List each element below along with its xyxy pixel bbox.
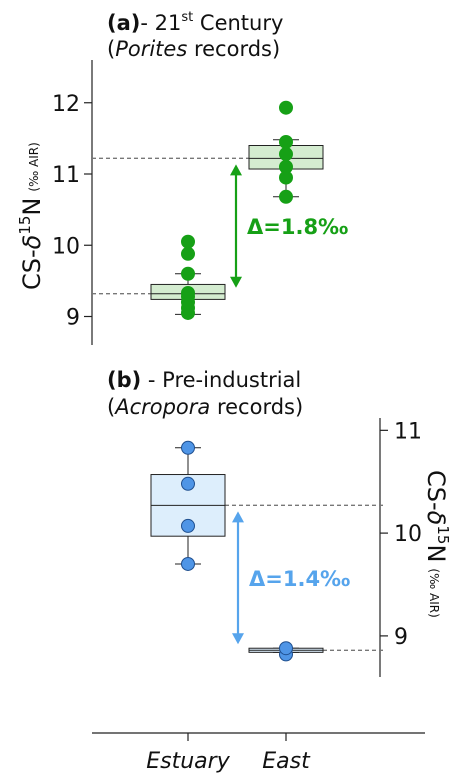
panel-b-delta-arrow-head-bottom xyxy=(232,633,244,645)
panel-a-point-east xyxy=(279,159,293,174)
panel-a-delta-arrow-head-bottom xyxy=(230,276,242,288)
panel-a-point-east xyxy=(279,134,293,149)
panel-b-y-tick-label: 11 xyxy=(394,419,422,444)
panel-a-point-estuary xyxy=(181,246,195,261)
panel-b-delta-label: Δ=1.4‰ xyxy=(249,567,350,591)
panel-a-plot: 9 10 11 12 Δ=1.8‰ xyxy=(52,60,348,345)
panel-b-delta-arrow-head-top xyxy=(232,511,244,523)
panel-a-y-tick-label: 10 xyxy=(52,234,80,259)
panel-a-y-tick-label: 12 xyxy=(52,92,80,117)
panel-a-title: (a)- 21st Century xyxy=(107,10,283,35)
panel-b-point-east xyxy=(279,641,293,656)
x-tick-label-estuary: Estuary xyxy=(146,749,230,774)
panel-b-point-estuary xyxy=(181,518,195,533)
panel-a-point-estuary xyxy=(181,234,195,249)
panel-a-point-estuary xyxy=(181,266,195,281)
panel-a-point-east xyxy=(279,100,293,115)
panel-b-point-estuary xyxy=(181,476,195,491)
panel-a-point-east xyxy=(279,189,293,204)
panel-a-y-tick-label: 9 xyxy=(66,306,80,331)
panel-b-subtitle: (Acropora records) xyxy=(107,395,303,419)
panel-a-point-east xyxy=(279,147,293,162)
panel-b-plot: 9 10 11 Δ=1.4‰ xyxy=(150,418,422,677)
panel-b-y-tick-label: 10 xyxy=(394,522,422,547)
panel-b-point-estuary xyxy=(181,556,195,571)
panel-b-y-tick-label: 9 xyxy=(394,625,408,650)
panel-a-ylabel: CS-δ15N(‰ AIR) xyxy=(16,142,46,290)
panel-a-y-tick-label: 11 xyxy=(52,163,80,188)
panel-a-point-estuary xyxy=(181,285,195,300)
x-tick-label-east: East xyxy=(262,749,311,774)
panel-b-ylabel: CS-δ15N(‰ AIR) xyxy=(422,470,452,618)
panel-a-delta-label: Δ=1.8‰ xyxy=(247,215,348,239)
panel-a-delta-arrow-head-top xyxy=(230,164,242,176)
panel-b-title: (b) - Pre-industrial xyxy=(107,368,301,392)
panel-b-point-estuary xyxy=(181,440,195,455)
panel-a-subtitle: (Porites records) xyxy=(107,37,280,61)
